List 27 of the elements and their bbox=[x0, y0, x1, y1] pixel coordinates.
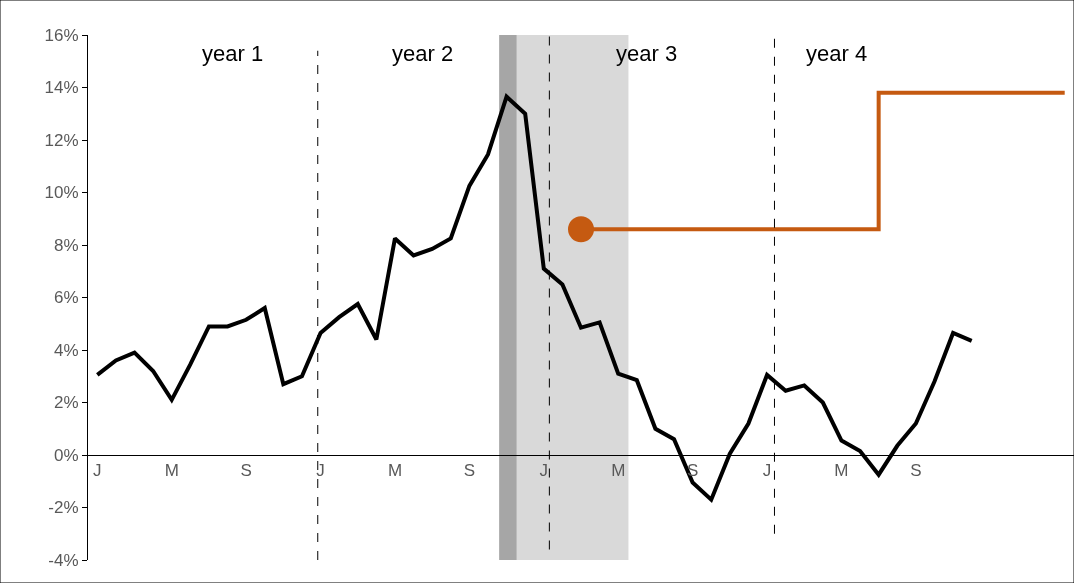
x-tick-label: S bbox=[463, 461, 476, 481]
x-tick-label: S bbox=[910, 461, 922, 481]
x-tick-label: S bbox=[240, 461, 252, 481]
y-tick-label: 14% bbox=[44, 78, 79, 98]
y-tick-label: 12% bbox=[44, 130, 79, 150]
annotation: year 1 bbox=[202, 41, 264, 66]
y-tick-label: 10% bbox=[44, 183, 79, 203]
y-tick-label: 0% bbox=[54, 445, 79, 465]
x-tick-label: M bbox=[164, 461, 179, 481]
x-tick-label: M bbox=[834, 461, 849, 481]
y-tick-label: 8% bbox=[54, 235, 79, 255]
y-tick-label: 4% bbox=[54, 340, 79, 360]
y-tick-label: 16% bbox=[44, 25, 79, 45]
x-tick-label: J bbox=[316, 461, 325, 481]
x-tick-label: M bbox=[611, 461, 626, 481]
x-tick-label: S bbox=[686, 461, 699, 481]
y-tick-label: 2% bbox=[54, 393, 79, 413]
y-tick-label: -2% bbox=[48, 498, 79, 518]
x-tick-label: J bbox=[762, 461, 772, 481]
annotation: year 3 bbox=[616, 41, 678, 66]
x-tick-label: M bbox=[387, 461, 403, 481]
x-tick-label: J bbox=[93, 461, 102, 481]
y-tick-label: 6% bbox=[54, 288, 79, 308]
x-tick-label: J bbox=[539, 461, 549, 481]
y-tick-label: -4% bbox=[48, 550, 79, 570]
annotation: year 4 bbox=[806, 41, 868, 66]
annotation: year 2 bbox=[392, 41, 454, 66]
